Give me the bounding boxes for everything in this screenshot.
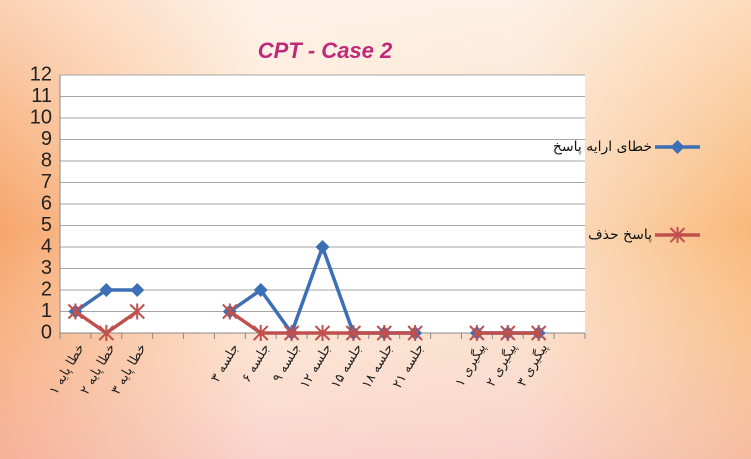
star-marker: [98, 325, 115, 341]
star-marker: [253, 325, 269, 341]
star-marker: [314, 325, 331, 341]
star-marker: [129, 303, 145, 320]
legend-label: پاسخ حذف: [588, 227, 652, 243]
y-tick-label: 12: [30, 63, 52, 85]
y-tick-label: 7: [41, 171, 52, 193]
star-marker: [376, 325, 392, 341]
diamond-marker: [130, 283, 145, 297]
star-marker: [407, 325, 423, 341]
y-tick-label: 4: [41, 235, 52, 257]
y-tick-label: 6: [41, 192, 52, 214]
y-tick-label: 11: [31, 85, 52, 107]
y-tick-label: 0: [41, 321, 52, 343]
diamond-marker: [99, 283, 114, 297]
star-marker: [500, 325, 516, 341]
legend-label: خطای ارایه پاسخ: [553, 139, 652, 155]
chart-title: CPT - Case 2: [258, 38, 393, 63]
diamond-marker: [253, 283, 268, 297]
star-marker: [222, 303, 238, 320]
legend-marker: [669, 227, 686, 243]
legend-marker: [670, 140, 685, 154]
y-tick-label: 8: [41, 149, 52, 171]
y-tick-label: 2: [41, 278, 52, 300]
y-tick-label: 3: [41, 257, 52, 279]
star-marker: [345, 325, 362, 341]
star-marker: [530, 325, 547, 341]
star-marker: [283, 325, 300, 341]
diamond-marker: [315, 240, 330, 254]
star-marker: [67, 303, 84, 320]
y-tick-label: 1: [41, 300, 52, 322]
star-marker: [469, 325, 485, 341]
y-tick-label: 9: [41, 128, 52, 150]
y-tick-label: 5: [41, 214, 52, 236]
y-tick-label: 10: [30, 106, 52, 128]
